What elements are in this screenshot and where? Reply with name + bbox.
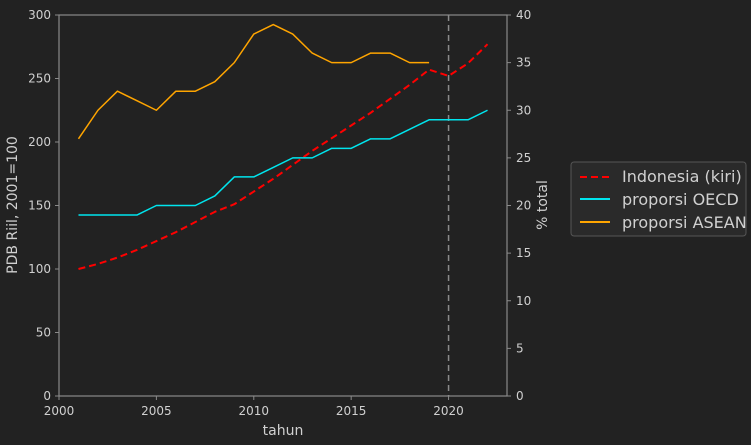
y-left-ticks: 0 50 100 150 200 250 300 [28, 8, 59, 403]
y-right-axis-label: % total [535, 180, 551, 230]
y2-tick-label: 0 [516, 389, 524, 403]
series-line-0 [78, 43, 489, 270]
legend: Indonesia (kiri) proporsi OECD proporsi … [570, 161, 747, 237]
x-axis-label: tahun [263, 423, 304, 439]
y-tick-label: 200 [28, 135, 51, 149]
series-line-2 [77, 23, 430, 140]
plot-area [58, 14, 508, 397]
x-tick-label: 2010 [239, 404, 270, 418]
x-tick-label: 2005 [141, 404, 172, 418]
series-layer [77, 23, 489, 270]
y-right-ticks: 0 5 10 15 20 25 30 35 40 [507, 8, 531, 403]
y-tick-label: 300 [28, 8, 51, 22]
y2-tick-label: 20 [516, 199, 531, 213]
x-tick-label: 2000 [44, 404, 75, 418]
y2-tick-label: 25 [516, 151, 531, 165]
legend-box [570, 161, 747, 237]
y2-tick-label: 35 [516, 56, 531, 70]
y-tick-label: 100 [28, 262, 51, 276]
y2-tick-label: 40 [516, 8, 531, 22]
y-tick-label: 150 [28, 199, 51, 213]
y2-tick-label: 5 [516, 341, 524, 355]
y2-tick-label: 15 [516, 246, 531, 260]
y-tick-label: 250 [28, 72, 51, 86]
x-tick-label: 2015 [336, 404, 367, 418]
legend-label-asean: proporsi ASEAN [622, 213, 747, 232]
y-left-axis-label: PDB Riil, 2001=100 [5, 136, 21, 274]
series-line-1 [78, 109, 488, 216]
y-tick-label: 50 [36, 326, 51, 340]
y2-tick-label: 10 [516, 294, 531, 308]
x-ticks: 2000 2005 2010 2015 2020 [44, 396, 464, 418]
legend-label-indonesia: Indonesia (kiri) [622, 167, 742, 186]
y-tick-label: 0 [43, 389, 51, 403]
y2-tick-label: 30 [516, 103, 531, 117]
legend-label-oecd: proporsi OECD [622, 190, 739, 209]
x-tick-label: 2020 [433, 404, 464, 418]
